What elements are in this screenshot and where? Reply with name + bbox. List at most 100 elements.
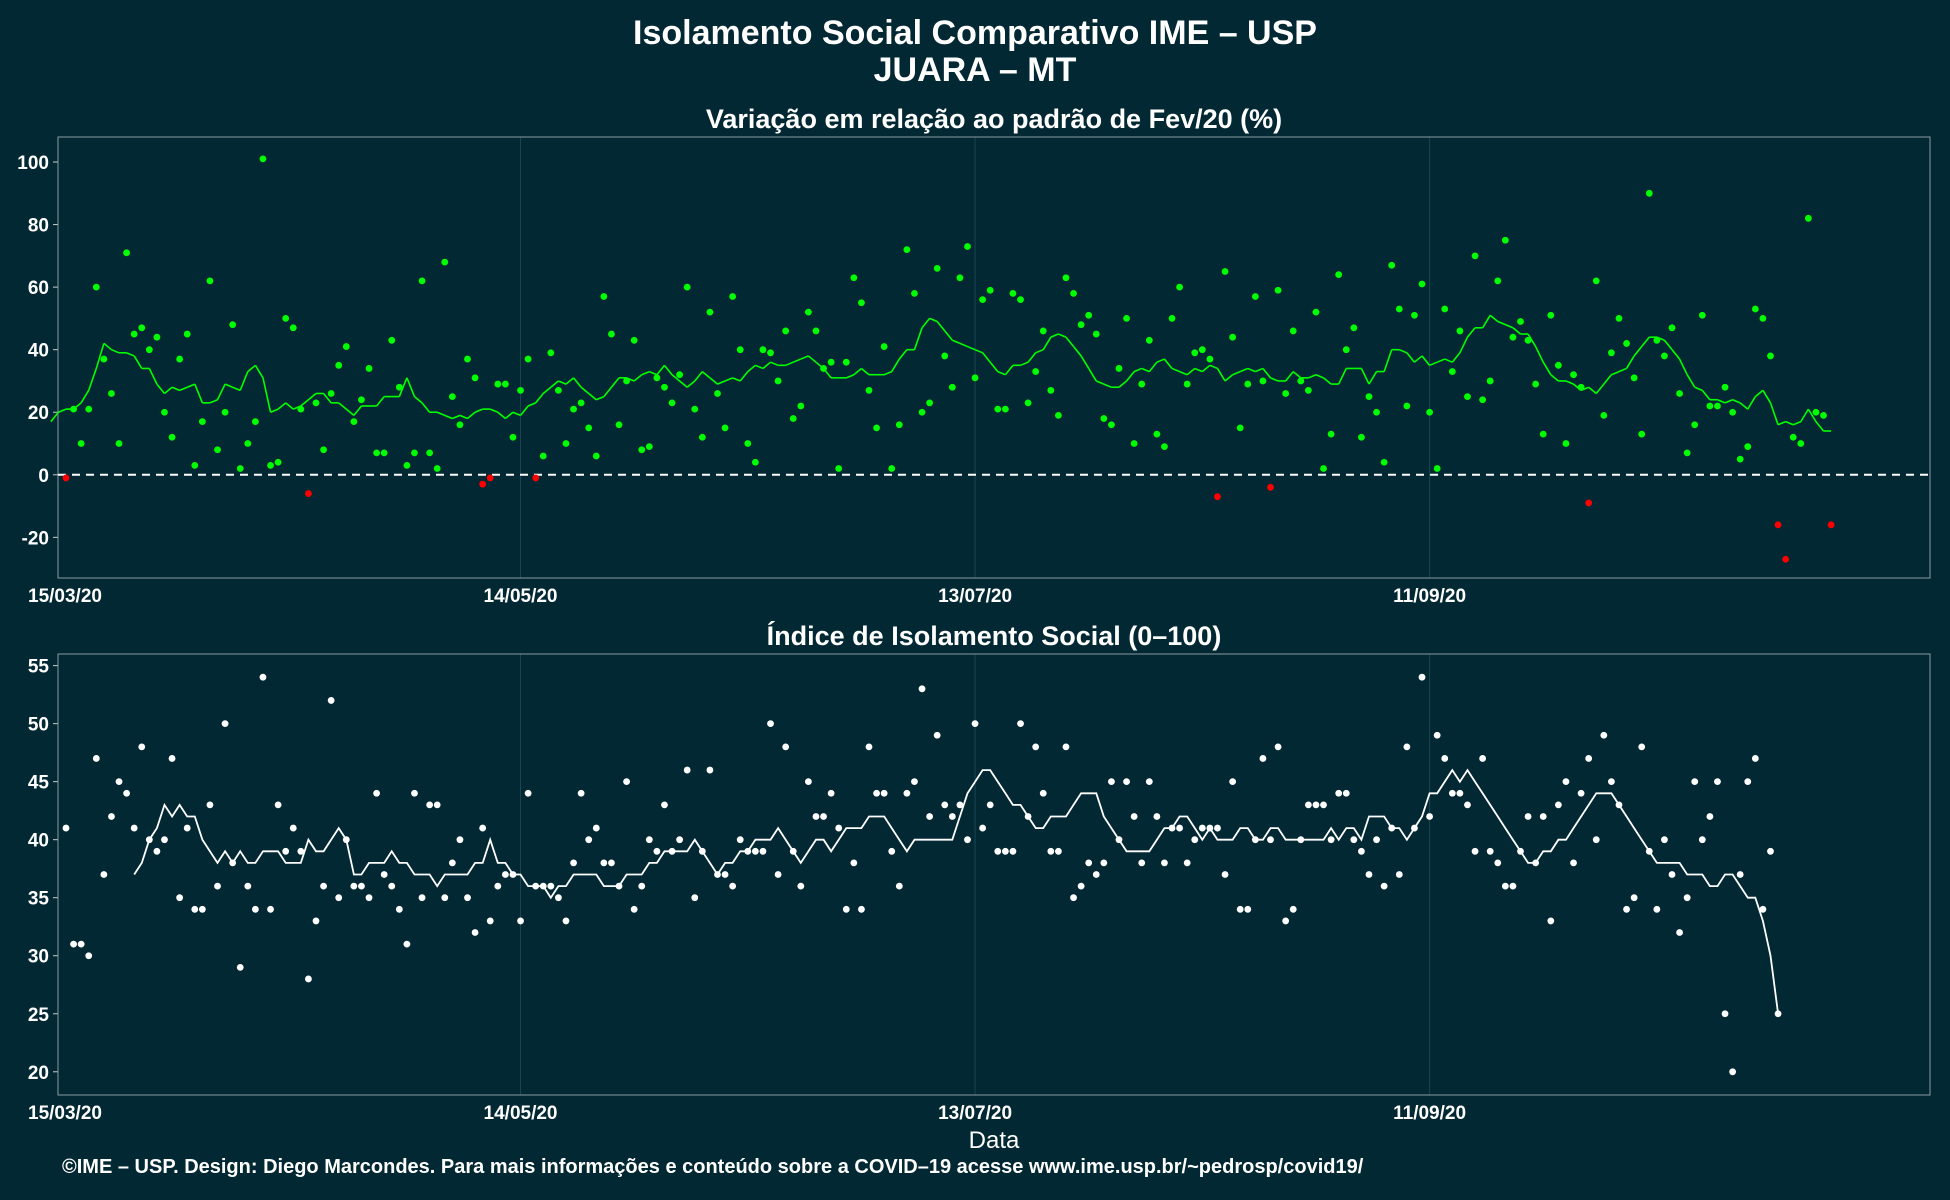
y-tick-label: 20 [28, 403, 49, 424]
data-point [585, 424, 593, 432]
data-point [274, 801, 282, 809]
data-point [509, 871, 517, 878]
data-point [1804, 214, 1812, 222]
data-point [600, 293, 608, 300]
data-point [964, 243, 971, 250]
data-point [1698, 836, 1706, 844]
data-point [1562, 440, 1570, 447]
data-point [161, 408, 168, 416]
moving-average-segment [1701, 389, 1711, 401]
data-point [494, 882, 502, 890]
moving-average-segment [989, 361, 999, 373]
data-point [1767, 352, 1774, 360]
data-point [441, 258, 449, 266]
moving-average-segment [709, 377, 719, 385]
data-point [426, 449, 434, 457]
data-point [198, 418, 206, 426]
data-point [1661, 352, 1668, 360]
data-point [1789, 433, 1797, 441]
data-point [1289, 327, 1297, 335]
x-tick-label: 14/05/20 [484, 586, 558, 607]
moving-average-segment [565, 377, 575, 385]
data-point [244, 440, 252, 447]
data-point [92, 283, 100, 291]
data-point [782, 743, 790, 751]
moving-average-segment [1429, 361, 1438, 367]
data-point [418, 894, 426, 902]
data-point [358, 882, 365, 890]
data-point [744, 440, 752, 447]
data-point [100, 355, 108, 363]
index-chart-panel: Índice de Isolamento Social (0–100) 15/03… [28, 620, 1931, 1154]
data-point [729, 882, 737, 890]
data-point [1441, 305, 1449, 313]
data-point [1721, 383, 1729, 391]
data-point [1191, 836, 1199, 844]
data-point [1304, 801, 1312, 809]
data-point [1342, 346, 1350, 354]
moving-average-segment [732, 377, 741, 382]
data-point [721, 871, 729, 878]
moving-average-segment [807, 355, 817, 363]
data-point [229, 321, 237, 329]
data-point [691, 405, 699, 413]
data-point [62, 824, 70, 832]
moving-average-segment [883, 370, 893, 376]
x-tick-label: 13/07/20 [938, 1103, 1012, 1124]
moving-average-segment [755, 364, 764, 370]
moving-average-segment [1285, 371, 1294, 382]
data-point [517, 386, 524, 394]
moving-average-segment [466, 411, 476, 420]
data-point [1145, 336, 1153, 344]
data-point [1403, 402, 1411, 410]
x-tick-label: 11/09/20 [1393, 1103, 1466, 1124]
moving-average-segment [1611, 370, 1620, 376]
data-point [1585, 755, 1593, 762]
moving-average-segment [997, 370, 1006, 376]
data-point [1539, 430, 1547, 438]
data-point [108, 813, 115, 820]
data-point [365, 894, 373, 902]
data-point [1698, 311, 1706, 319]
data-point [729, 293, 737, 300]
data-point [562, 917, 570, 925]
moving-average-segment [50, 411, 60, 423]
data-point [1267, 836, 1274, 844]
data-point [350, 418, 358, 426]
data-point [1130, 440, 1138, 447]
y-tick-label: -20 [22, 528, 49, 549]
moving-average-segment [1678, 358, 1688, 376]
moving-average-segment [1762, 389, 1772, 404]
data-point [1289, 905, 1297, 913]
x-axis-label: Data [969, 1127, 1020, 1154]
data-point [1524, 336, 1532, 344]
data-point [842, 905, 850, 913]
moving-average-segment [1777, 420, 1786, 426]
data-point [1721, 1010, 1729, 1018]
data-point [1236, 905, 1244, 913]
data-point [1471, 847, 1479, 855]
data-point [77, 940, 85, 948]
data-point [1176, 283, 1183, 291]
moving-average-segment [1421, 355, 1431, 366]
moving-average-segment [1020, 361, 1029, 367]
moving-average-segment [111, 348, 120, 354]
data-point [1547, 311, 1555, 319]
data-point [77, 440, 85, 447]
data-point [797, 402, 805, 410]
data-point [1759, 905, 1767, 913]
data-point [145, 346, 153, 354]
moving-average-segment [444, 414, 453, 420]
data-point [517, 917, 524, 925]
data-point [1229, 778, 1237, 786]
data-point [335, 894, 343, 902]
data-point [464, 894, 471, 902]
moving-average-segment [497, 411, 506, 420]
data-point [835, 465, 843, 472]
data-point [433, 801, 441, 809]
data-point [971, 720, 979, 728]
data-point [198, 905, 206, 913]
data-point [168, 755, 176, 762]
data-point [895, 421, 903, 429]
moving-average-segment [1141, 367, 1150, 373]
